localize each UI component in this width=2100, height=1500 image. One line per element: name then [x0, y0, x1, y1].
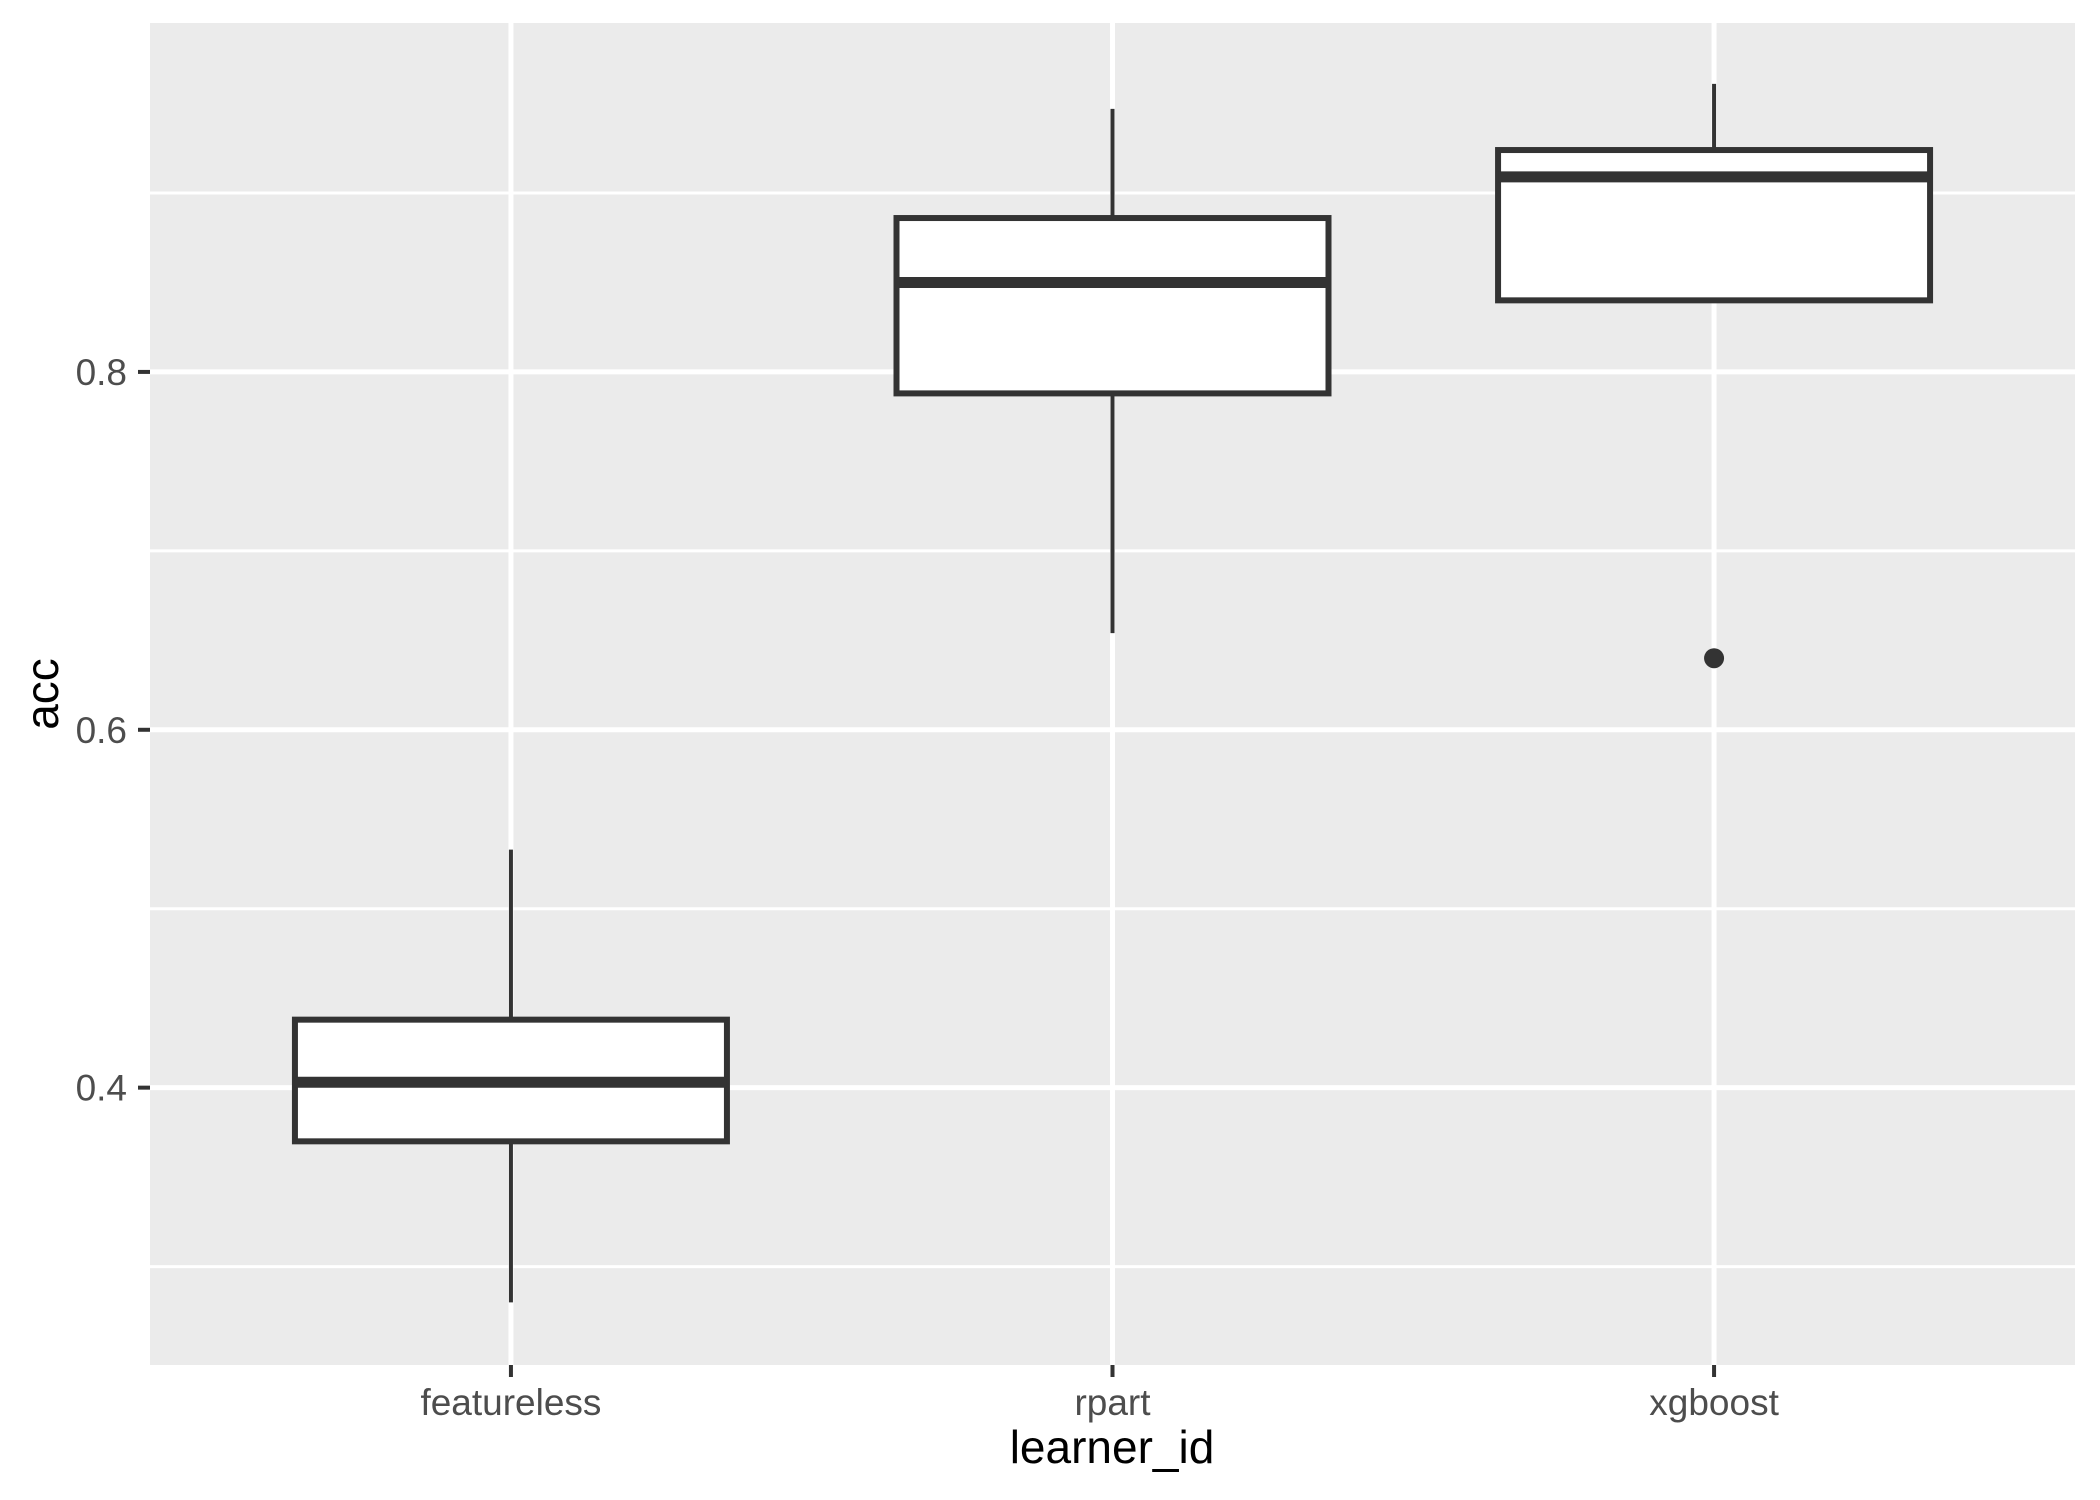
- y-axis-title: acc: [16, 658, 68, 730]
- x-tick-label: featureless: [420, 1382, 601, 1423]
- x-tick-label: rpart: [1074, 1382, 1151, 1423]
- boxplot-rpart: [893, 108, 1332, 634]
- x-axis-title: learner_id: [1010, 1421, 1215, 1473]
- boxplot-geoms: [291, 83, 1934, 1303]
- boxplot-xgboost: [1495, 83, 1934, 669]
- x-tick-label: xgboost: [1649, 1382, 1779, 1423]
- y-tick-label: 0.4: [76, 1068, 127, 1109]
- axis-tick-marks: [138, 369, 1717, 1377]
- boxplot-featureless: [291, 849, 730, 1303]
- axis-tick-labels: 0.4 0.6 0.8 featureless rpart xgboost: [76, 352, 1780, 1423]
- y-tick-label: 0.8: [76, 352, 127, 393]
- y-tick-label: 0.6: [76, 710, 127, 751]
- outlier-point: [1704, 648, 1725, 669]
- iqr-box: [893, 215, 1332, 397]
